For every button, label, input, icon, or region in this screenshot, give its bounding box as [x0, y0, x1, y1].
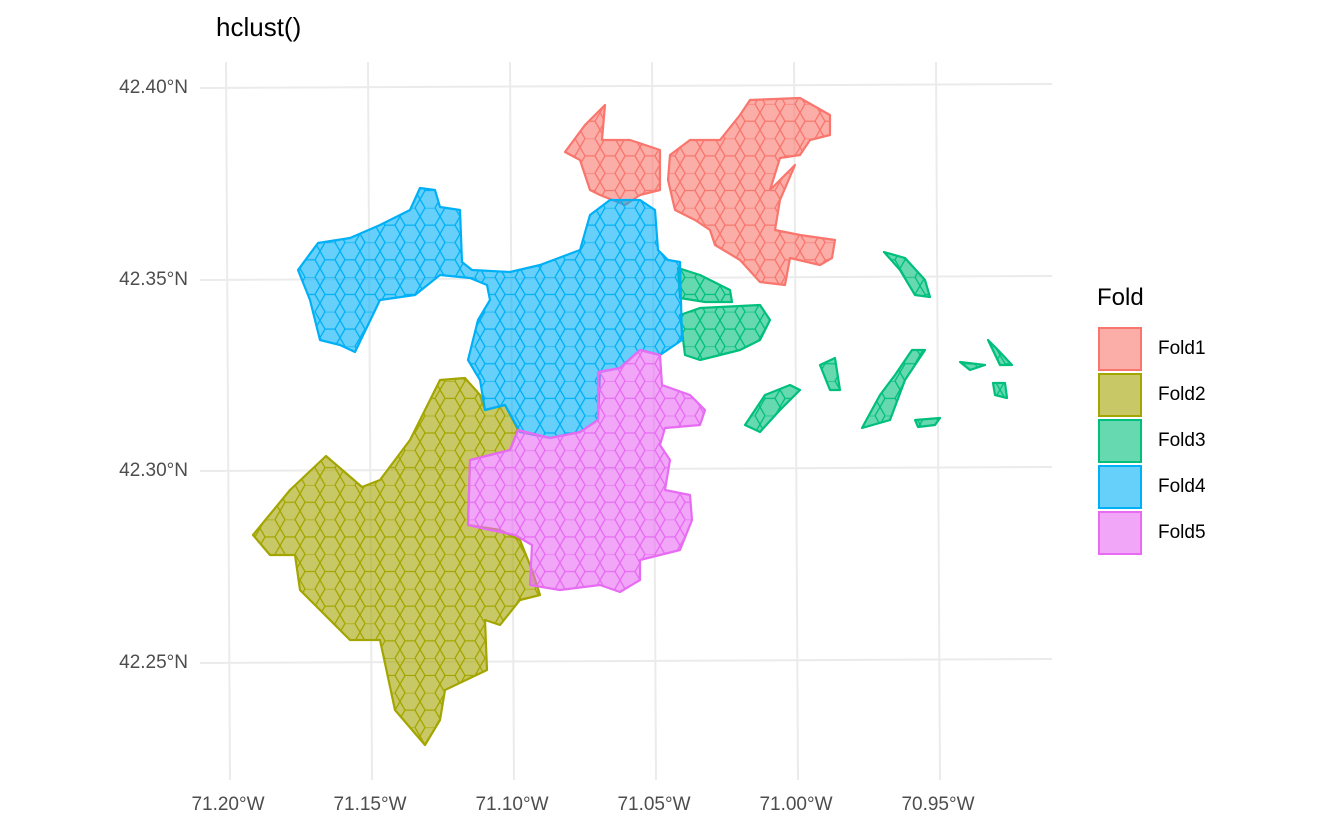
hex-cells [860, 348, 927, 430]
hex-cells [882, 250, 932, 299]
gridline-horizontal [199, 658, 1053, 664]
region-fold3 [676, 250, 1014, 434]
legend-key-swatch [1098, 465, 1142, 509]
axis-tick-labels: 71.20°W 71.15°W 71.10°W 71.05°W 71.00°W 70.95… [119, 77, 974, 815]
x-tick-label: 71.05°W [617, 794, 690, 815]
legend-item-fold3: Fold3 [1097, 418, 1297, 464]
hex-cells [251, 376, 542, 747]
legend-label: Fold1 [1158, 338, 1206, 359]
legend-item-fold4: Fold4 [1097, 464, 1297, 510]
gridline-vertical [793, 61, 799, 781]
hex-cells [986, 338, 1014, 367]
legend-key-swatch [1098, 419, 1142, 463]
hex-cells [743, 383, 802, 434]
y-tick-label: 42.35°N [119, 269, 188, 290]
fold-regions [251, 96, 1014, 747]
gridline-vertical [367, 61, 373, 781]
legend-key-swatch [1098, 373, 1142, 417]
x-tick-label: 71.00°W [759, 794, 832, 815]
region-fold2 [251, 376, 542, 747]
hex-cells [666, 96, 837, 287]
legend-item-fold2: Fold2 [1097, 372, 1297, 418]
x-tick-label: 71.10°W [475, 794, 548, 815]
hex-cells [678, 303, 772, 362]
hex-cells [958, 360, 987, 372]
x-tick-label: 71.20°W [191, 794, 264, 815]
region-fold5 [466, 348, 707, 594]
hex-cells [676, 266, 734, 304]
hex-cells [466, 348, 707, 594]
legend-label: Fold3 [1158, 430, 1206, 451]
x-tick-label: 71.15°W [333, 794, 406, 815]
hex-cells [913, 416, 942, 429]
legend-item-fold1: Fold1 [1097, 326, 1297, 372]
plot-title: hclust() [216, 12, 302, 42]
y-tick-label: 42.25°N [119, 652, 188, 673]
legend-label: Fold4 [1158, 476, 1206, 497]
region-fold1 [563, 96, 837, 287]
gridline-horizontal [199, 83, 1053, 89]
legend-label: Fold5 [1158, 522, 1206, 543]
legend-key-swatch [1098, 327, 1142, 371]
x-tick-label: 70.95°W [901, 794, 974, 815]
legend-title: Fold [1097, 284, 1144, 311]
y-tick-label: 42.40°N [119, 77, 188, 98]
y-tick-label: 42.30°N [119, 460, 188, 481]
hex-cells [818, 356, 842, 392]
legend-label: Fold2 [1158, 384, 1206, 405]
hex-cells [991, 381, 1009, 400]
legend-item-fold5: Fold5 [1097, 510, 1297, 556]
legend-key-swatch [1098, 511, 1142, 555]
gridline-vertical [225, 61, 231, 781]
hex-cells [563, 103, 662, 207]
